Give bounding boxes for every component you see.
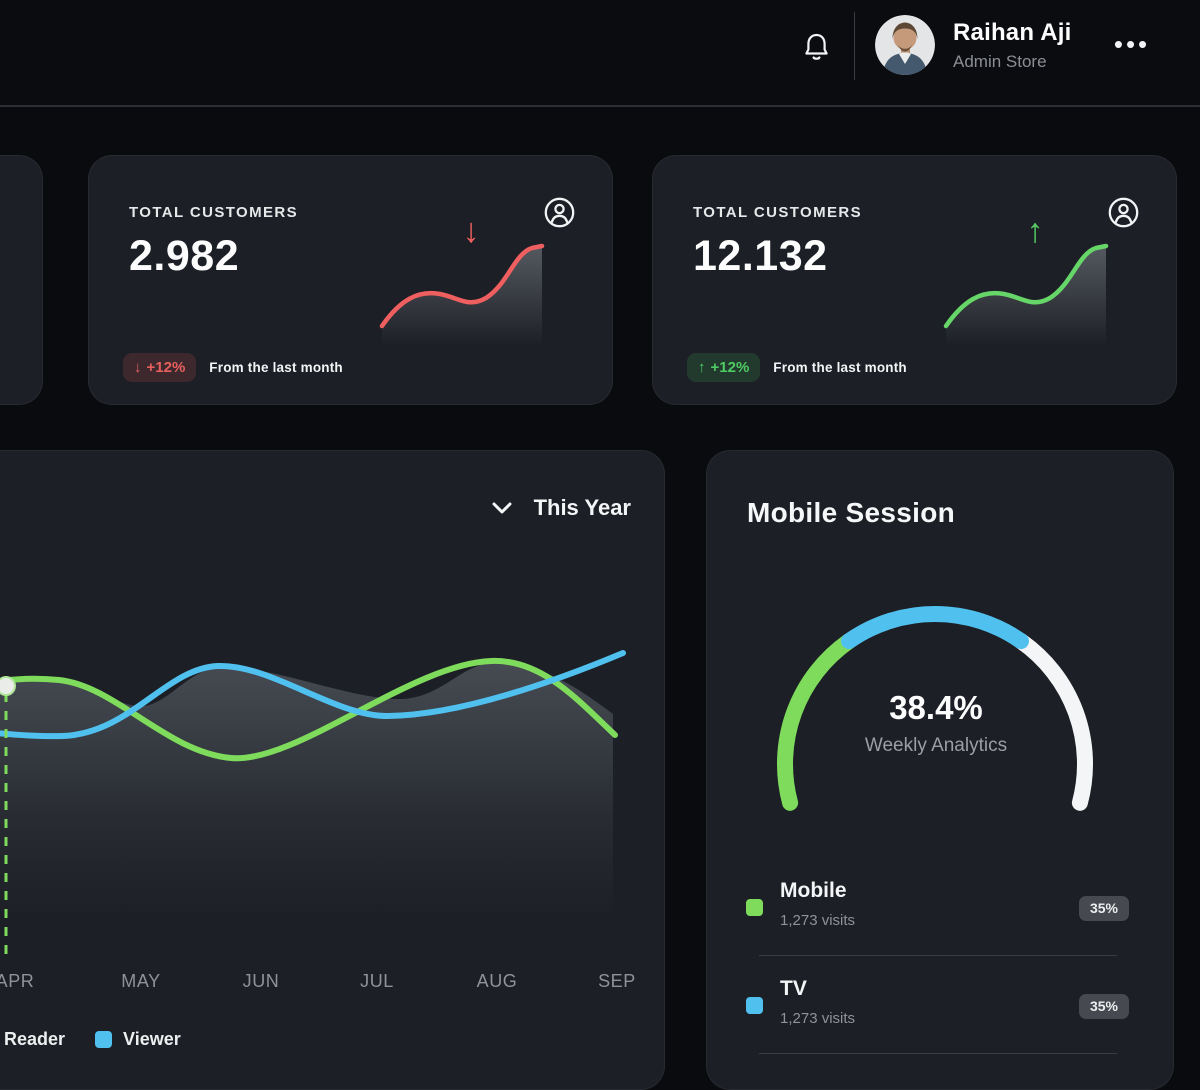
gauge-value: 38.4%	[889, 689, 983, 726]
sparkline-chart	[379, 243, 545, 352]
session-visits: 1,273 visits	[780, 1010, 856, 1027]
session-visits: 1,273 visits	[780, 912, 856, 929]
x-axis-label: AUG	[476, 971, 518, 991]
gauge-label: Weekly Analytics	[864, 735, 1008, 756]
topbar-separator	[854, 12, 855, 80]
stat-card-customers-down: TOTAL CUSTOMERS 2.982 ↓ ↓ +12% From the …	[88, 155, 613, 405]
legend-label-viewer: Viewer	[123, 1029, 181, 1049]
bell-icon	[804, 33, 828, 60]
user-name: Raihan Aji	[953, 18, 1072, 46]
stat-card-partial	[0, 155, 43, 405]
x-axis-label: JUN	[242, 971, 280, 991]
year-filter-label: This Year	[533, 495, 631, 520]
trend-badge: ↑ +12%	[687, 353, 761, 382]
card-title: Mobile Session	[747, 497, 956, 528]
line-chart	[0, 650, 626, 954]
stat-value: 12.132	[693, 232, 828, 280]
stat-note: From the last month	[209, 360, 343, 375]
chart-area-fill	[0, 662, 613, 941]
stat-value: 2.982	[129, 232, 240, 280]
x-axis-label: SEP	[598, 971, 636, 991]
ellipsis-icon: •••	[1113, 29, 1151, 59]
trend-badge: ↓ +12%	[123, 353, 197, 382]
x-axis-label: JUL	[360, 971, 394, 991]
sparkline-chart	[943, 243, 1109, 352]
share-badge: 35%	[1079, 994, 1129, 1019]
visitors-chart-card: This Year APR MAY JUN JUL AUG SEP Reader…	[0, 450, 665, 1090]
stat-label: TOTAL CUSTOMERS	[693, 204, 863, 221]
header-divider	[0, 105, 1200, 107]
list-divider	[759, 955, 1117, 956]
series-viewer-line	[0, 650, 626, 740]
list-divider	[759, 1053, 1117, 1054]
series-reader-line	[0, 657, 618, 762]
chevron-down-icon	[492, 502, 512, 514]
legend-label-reader: Reader	[4, 1029, 66, 1049]
gauge-arc-mobile	[777, 633, 857, 811]
gauge-chart	[777, 606, 1093, 811]
trend-badge-value: +12%	[710, 359, 750, 376]
account-circle-icon	[544, 197, 575, 228]
avatar	[875, 15, 935, 75]
x-axis-label: APR	[0, 971, 35, 991]
highlight-dot	[0, 676, 16, 696]
stat-label: TOTAL CUSTOMERS	[129, 204, 299, 221]
user-role: Admin Store	[953, 51, 1047, 71]
year-filter-dropdown[interactable]: This Year	[492, 495, 631, 521]
chart-legend: Reader Viewer	[0, 1029, 181, 1050]
more-options-button[interactable]: •••	[1108, 26, 1156, 62]
arrow-down-icon: ↓	[462, 212, 480, 250]
tv-swatch	[746, 997, 763, 1014]
session-name: Mobile	[780, 879, 847, 902]
trend-badge-value: +12%	[146, 359, 186, 376]
arrow-up-icon: ↑	[1026, 212, 1044, 250]
arrow-down-icon: ↓	[134, 359, 142, 376]
topbar: Raihan Aji Admin Store •••	[0, 0, 1200, 106]
stat-card-customers-up: TOTAL CUSTOMERS 12.132 ↑ ↑ +12% From the…	[652, 155, 1177, 405]
account-circle-icon	[1108, 197, 1139, 228]
mobile-session-card: Mobile Session 38.4% Weekly Analytics Mo…	[706, 450, 1174, 1090]
arrow-up-icon: ↑	[698, 359, 706, 376]
stat-note: From the last month	[773, 360, 907, 375]
session-name: TV	[780, 977, 807, 1000]
gauge-arc-remaining	[1013, 633, 1093, 811]
gauge-arc-tv	[841, 606, 1029, 650]
user-menu[interactable]: Raihan Aji Admin Store	[875, 14, 1071, 76]
notifications-button[interactable]	[798, 27, 834, 67]
mobile-swatch	[746, 899, 763, 916]
share-badge: 35%	[1079, 896, 1129, 921]
x-axis-label: MAY	[121, 971, 161, 991]
legend-swatch-viewer	[95, 1031, 113, 1048]
